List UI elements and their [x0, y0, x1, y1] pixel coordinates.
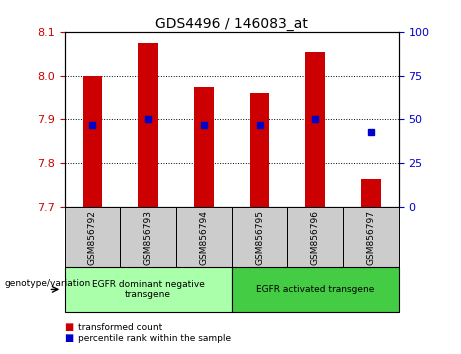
Text: EGFR dominant negative
transgene: EGFR dominant negative transgene	[92, 280, 205, 299]
Text: ■: ■	[65, 322, 74, 332]
Text: GSM856795: GSM856795	[255, 210, 264, 265]
Text: percentile rank within the sample: percentile rank within the sample	[78, 333, 231, 343]
Bar	[83, 76, 102, 207]
Bar	[250, 93, 269, 207]
Bar	[138, 43, 158, 207]
Text: GSM856797: GSM856797	[366, 210, 375, 265]
Text: GSM856792: GSM856792	[88, 210, 97, 265]
Text: GSM856794: GSM856794	[199, 210, 208, 265]
Text: transformed count: transformed count	[78, 323, 163, 332]
Title: GDS4496 / 146083_at: GDS4496 / 146083_at	[155, 17, 308, 31]
Bar	[306, 52, 325, 207]
Bar	[194, 87, 213, 207]
Text: genotype/variation: genotype/variation	[5, 279, 91, 287]
Text: EGFR activated transgene: EGFR activated transgene	[256, 285, 374, 294]
Text: ■: ■	[65, 333, 74, 343]
Text: GSM856793: GSM856793	[143, 210, 153, 265]
Text: GSM856796: GSM856796	[311, 210, 320, 265]
Bar	[361, 179, 381, 207]
